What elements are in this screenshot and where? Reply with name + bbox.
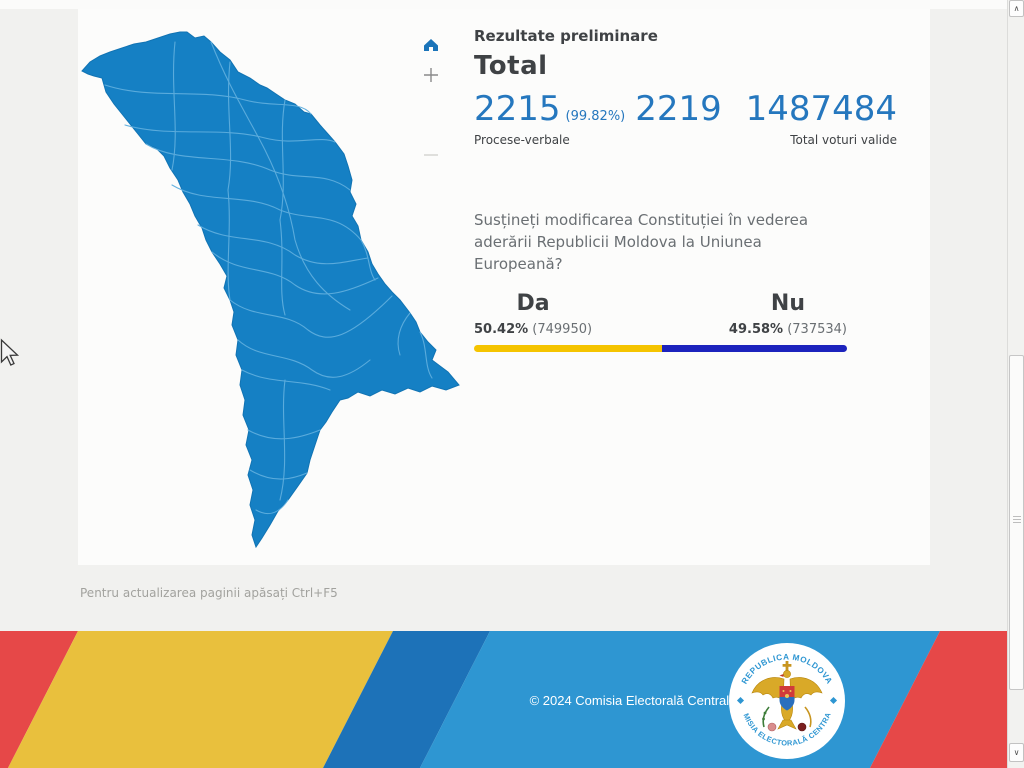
coat-of-arms — [751, 661, 823, 732]
options-row: Da 50.42% (749950) Nu 49.58% (737534) — [474, 291, 847, 337]
plus-icon — [424, 68, 438, 82]
nu-votes: (737534) — [787, 322, 847, 337]
page-top-strip — [0, 0, 1007, 9]
da-percent: 50.42% — [474, 322, 529, 337]
mouse-cursor-arrow-icon — [0, 338, 20, 366]
referendum-question: Susțineți modificarea Constituției în ve… — [474, 211, 809, 273]
results-card: Rezultate preliminare Total 2215 (99.82%… — [78, 9, 930, 565]
chevron-down-icon: ∨ — [1013, 748, 1020, 757]
refresh-hint: Pentru actualizarea paginii apăsați Ctrl… — [80, 586, 338, 600]
chevron-up-icon: ∧ — [1013, 4, 1020, 13]
cec-logo: REPUBLICA MOLDOVA COMISIA ELECTORALĂ CEN… — [727, 641, 845, 759]
results-panel: Rezultate preliminare Total 2215 (99.82%… — [474, 27, 897, 352]
option-nu-stats: 49.58% (737534) — [729, 322, 847, 337]
copyright-text: © 2024 Comisia Electorală Centrală — [529, 693, 737, 708]
home-icon — [424, 38, 438, 51]
footer-stripe-dark-blue — [323, 631, 490, 768]
protocols-percent: (99.82%) — [565, 109, 626, 124]
protocols-total: 2219 — [635, 89, 722, 129]
logo-diamond-right — [829, 696, 838, 705]
nu-bar-segment — [662, 345, 847, 352]
scroll-down-button[interactable]: ∨ — [1009, 743, 1024, 762]
valid-votes-count: 1487484 — [745, 89, 897, 129]
protocols-count: 2215 — [474, 89, 561, 129]
results-bar — [474, 345, 847, 352]
map-zoom-out-button[interactable] — [422, 147, 440, 165]
da-bar-segment — [474, 345, 663, 352]
nu-percent: 49.58% — [728, 322, 784, 337]
footer: © 2024 Comisia Electorală Centrală REPUB… — [0, 631, 1024, 768]
footer-stripe-yellow — [8, 631, 393, 768]
district-borders — [104, 41, 433, 515]
logo-diamond-left — [736, 696, 745, 705]
totals-labels-row: Procese-verbale Total voturi valide — [474, 133, 897, 147]
option-da: Da 50.42% (749950) — [474, 291, 592, 337]
map-zoom-in-button[interactable] — [422, 67, 440, 85]
moldova-country-shape[interactable] — [81, 31, 460, 549]
da-votes: (749950) — [532, 322, 593, 337]
results-heading: Rezultate preliminare — [474, 27, 658, 45]
option-da-label: Da — [516, 291, 550, 316]
total-label: Total — [474, 51, 548, 81]
footer-stripe-red-left — [0, 631, 78, 768]
scroll-up-button[interactable]: ∧ — [1009, 0, 1024, 17]
option-nu: Nu 49.58% (737534) — [729, 291, 847, 337]
footer-stripe-red-right — [870, 631, 1024, 768]
scrollbar-thumb[interactable] — [1009, 355, 1024, 690]
vertical-scrollbar[interactable]: ∧ ∨ — [1007, 0, 1024, 768]
option-da-stats: 50.42% (749950) — [474, 322, 592, 337]
map-home-button[interactable] — [422, 37, 440, 55]
minus-icon — [424, 154, 438, 156]
protocols-label: Procese-verbale — [474, 133, 570, 147]
valid-votes-label: Total voturi valide — [790, 133, 897, 147]
moldova-map[interactable] — [80, 30, 470, 550]
option-nu-label: Nu — [770, 291, 805, 316]
totals-row: 2215 (99.82%) 2219 1487484 — [474, 89, 897, 129]
